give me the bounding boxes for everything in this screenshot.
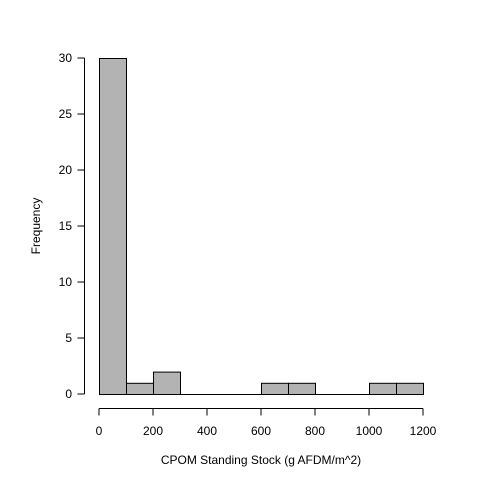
x-tick-label: 800 — [305, 424, 325, 438]
x-tick-label: 1200 — [410, 424, 437, 438]
y-tick-label: 30 — [59, 51, 73, 65]
histogram-bar-0 — [99, 58, 127, 395]
histogram-bar-7 — [288, 382, 316, 395]
histogram-bar-6 — [261, 382, 289, 395]
histogram-bar-10 — [369, 382, 397, 395]
x-axis-label: CPOM Standing Stock (g AFDM/m^2) — [161, 453, 361, 467]
x-axis: 0 200 400 600 800 1000 1200 — [96, 408, 437, 438]
y-tick-label: 15 — [59, 219, 73, 233]
y-tick-label: 20 — [59, 163, 73, 177]
bars-group — [99, 58, 424, 396]
y-axis-label: Frequency — [29, 198, 43, 255]
x-tick-label: 1000 — [356, 424, 383, 438]
histogram-bar-2 — [153, 371, 181, 396]
y-tick-label: 0 — [65, 387, 72, 401]
y-tick-label: 25 — [59, 107, 73, 121]
x-tick-label: 600 — [251, 424, 271, 438]
x-tick-label: 200 — [143, 424, 163, 438]
y-tick-label: 5 — [65, 331, 72, 345]
x-tick-label: 0 — [96, 424, 103, 438]
y-tick-label: 10 — [59, 275, 73, 289]
histogram-bar-1 — [126, 382, 154, 395]
x-tick-label: 400 — [197, 424, 217, 438]
y-axis: 0 5 10 15 20 25 30 — [59, 51, 85, 401]
histogram-bar-11 — [396, 382, 424, 395]
